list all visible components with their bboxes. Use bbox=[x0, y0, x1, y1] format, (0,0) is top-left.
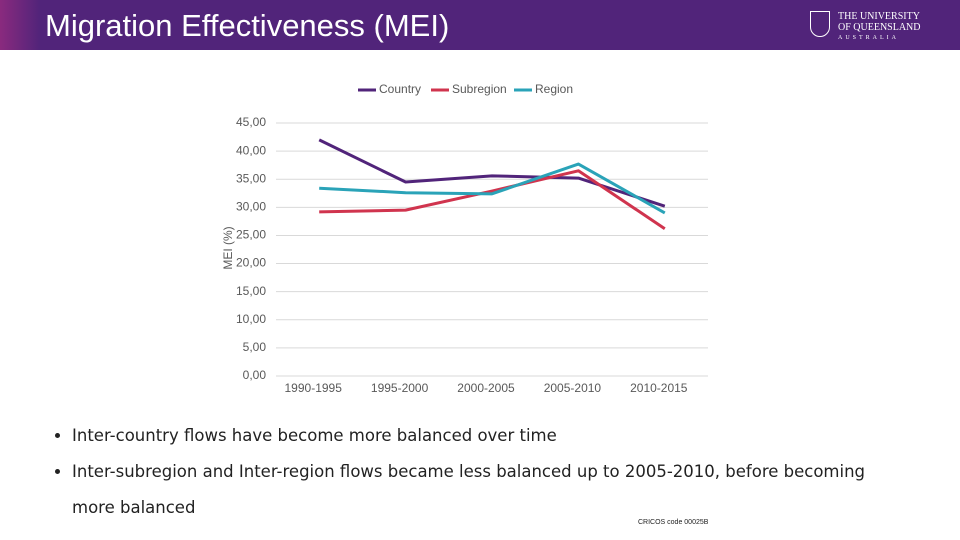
x-tick-label: 1990-1995 bbox=[285, 381, 343, 395]
crest bbox=[810, 11, 830, 37]
y-tick-label: 5,00 bbox=[243, 340, 267, 354]
bullet: Inter-country flows have become more bal… bbox=[72, 418, 892, 454]
logo-text: OF QUEENSLAND bbox=[838, 22, 921, 33]
y-tick-label: 35,00 bbox=[236, 171, 266, 185]
logo-text: THE UNIVERSITY bbox=[838, 11, 920, 22]
legend-label: Country bbox=[379, 82, 421, 96]
bullet: Inter-subregion and Inter-region flows b… bbox=[72, 454, 892, 526]
header: Migration Effectiveness (MEI) THE UNIVER… bbox=[0, 0, 960, 50]
logo-text: AUSTRALIA bbox=[838, 35, 899, 41]
chart: MEI (%) 0,00 5,00 10,00 15,00 20,00 25,00 30,0… bbox=[221, 82, 708, 395]
y-tick-label: 40,00 bbox=[236, 143, 266, 157]
y-axis-title: MEI (%) bbox=[221, 226, 235, 269]
bullets: Inter-country flows have become more bal… bbox=[38, 418, 892, 526]
y-tick-label: 0,00 bbox=[243, 368, 267, 382]
y-tick-label: 30,00 bbox=[236, 200, 266, 214]
x-tick-label: 2005-2010 bbox=[544, 381, 602, 395]
y-tick-label: 15,00 bbox=[236, 284, 266, 298]
y-tick-label: 45,00 bbox=[236, 115, 266, 129]
x-tick-label: 2000-2005 bbox=[457, 381, 515, 395]
x-tick-label: 1995-2000 bbox=[371, 381, 429, 395]
series-line bbox=[318, 138, 666, 208]
logo: THE UNIVERSITY OF QUEENSLAND AUSTRALIA bbox=[838, 11, 921, 44]
legend-label: Region bbox=[535, 82, 573, 96]
y-tick-label: 20,00 bbox=[236, 256, 266, 270]
footer: CRICOS code 00025B bbox=[638, 519, 709, 526]
series-line bbox=[319, 162, 666, 215]
title: Migration Effectiveness (MEI) bbox=[45, 8, 450, 43]
legend-label: Subregion bbox=[452, 82, 507, 96]
series-line bbox=[319, 169, 666, 230]
y-tick-label: 10,00 bbox=[236, 312, 266, 326]
y-tick-label: 25,00 bbox=[236, 228, 266, 242]
x-tick-label: 2010-2015 bbox=[630, 381, 688, 395]
